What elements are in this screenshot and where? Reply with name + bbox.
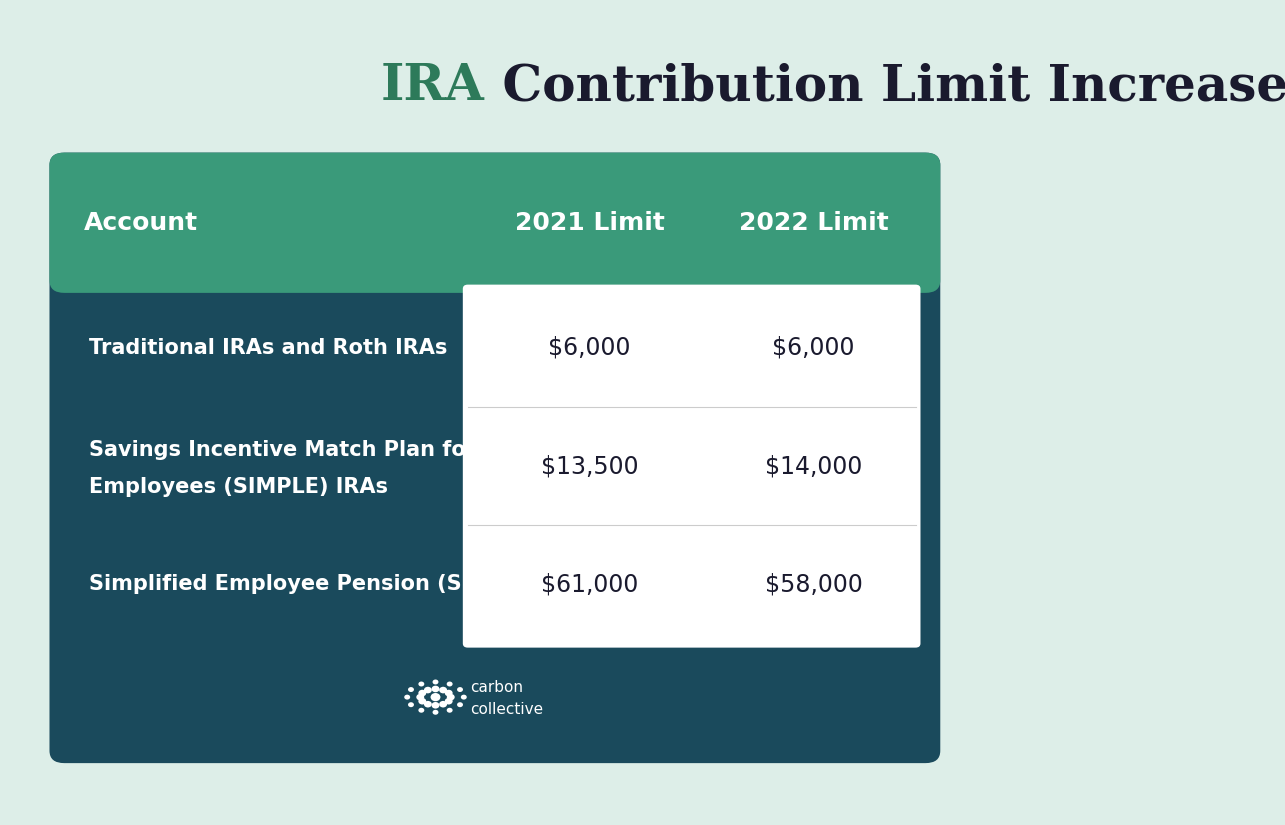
Text: $14,000: $14,000 xyxy=(765,454,862,478)
Circle shape xyxy=(447,681,452,686)
Text: $61,000: $61,000 xyxy=(541,573,639,596)
Circle shape xyxy=(419,681,424,686)
Text: $13,500: $13,500 xyxy=(541,454,639,478)
Circle shape xyxy=(409,702,414,707)
Text: carbon: carbon xyxy=(470,680,523,695)
Text: 2021 Limit: 2021 Limit xyxy=(515,210,664,235)
Circle shape xyxy=(432,686,439,692)
Text: Savings Incentive Match Plan for: Savings Incentive Match Plan for xyxy=(89,440,477,460)
FancyBboxPatch shape xyxy=(50,153,941,293)
Text: Employees (SIMPLE) IRAs: Employees (SIMPLE) IRAs xyxy=(89,477,388,497)
Text: 2022 Limit: 2022 Limit xyxy=(739,210,888,235)
Circle shape xyxy=(419,698,427,705)
Circle shape xyxy=(432,702,439,709)
Circle shape xyxy=(447,708,452,713)
Text: collective: collective xyxy=(470,702,544,717)
Circle shape xyxy=(445,698,452,705)
Text: $58,000: $58,000 xyxy=(765,573,862,596)
Text: Account: Account xyxy=(84,210,198,235)
Circle shape xyxy=(457,702,463,707)
Circle shape xyxy=(439,686,447,693)
Text: IRA: IRA xyxy=(382,62,484,111)
Circle shape xyxy=(416,694,424,700)
Circle shape xyxy=(419,708,424,713)
FancyBboxPatch shape xyxy=(463,285,920,648)
Circle shape xyxy=(457,687,463,692)
Text: Simplified Employee Pension (SEP) Plans: Simplified Employee Pension (SEP) Plans xyxy=(89,574,572,594)
Circle shape xyxy=(445,690,452,696)
Circle shape xyxy=(405,695,410,700)
Circle shape xyxy=(424,686,432,693)
Circle shape xyxy=(433,680,438,685)
Circle shape xyxy=(433,710,438,714)
Circle shape xyxy=(461,695,466,700)
Circle shape xyxy=(439,701,447,708)
Circle shape xyxy=(430,693,441,701)
Text: $6,000: $6,000 xyxy=(772,336,855,360)
Text: Traditional IRAs and Roth IRAs: Traditional IRAs and Roth IRAs xyxy=(89,338,447,358)
Circle shape xyxy=(424,701,432,708)
Text: $6,000: $6,000 xyxy=(549,336,631,360)
Circle shape xyxy=(447,694,455,700)
Bar xyxy=(64,260,925,280)
Circle shape xyxy=(409,687,414,692)
FancyBboxPatch shape xyxy=(50,153,941,763)
Circle shape xyxy=(419,690,427,696)
Text: Contribution Limit Increase: Contribution Limit Increase xyxy=(484,62,1285,111)
